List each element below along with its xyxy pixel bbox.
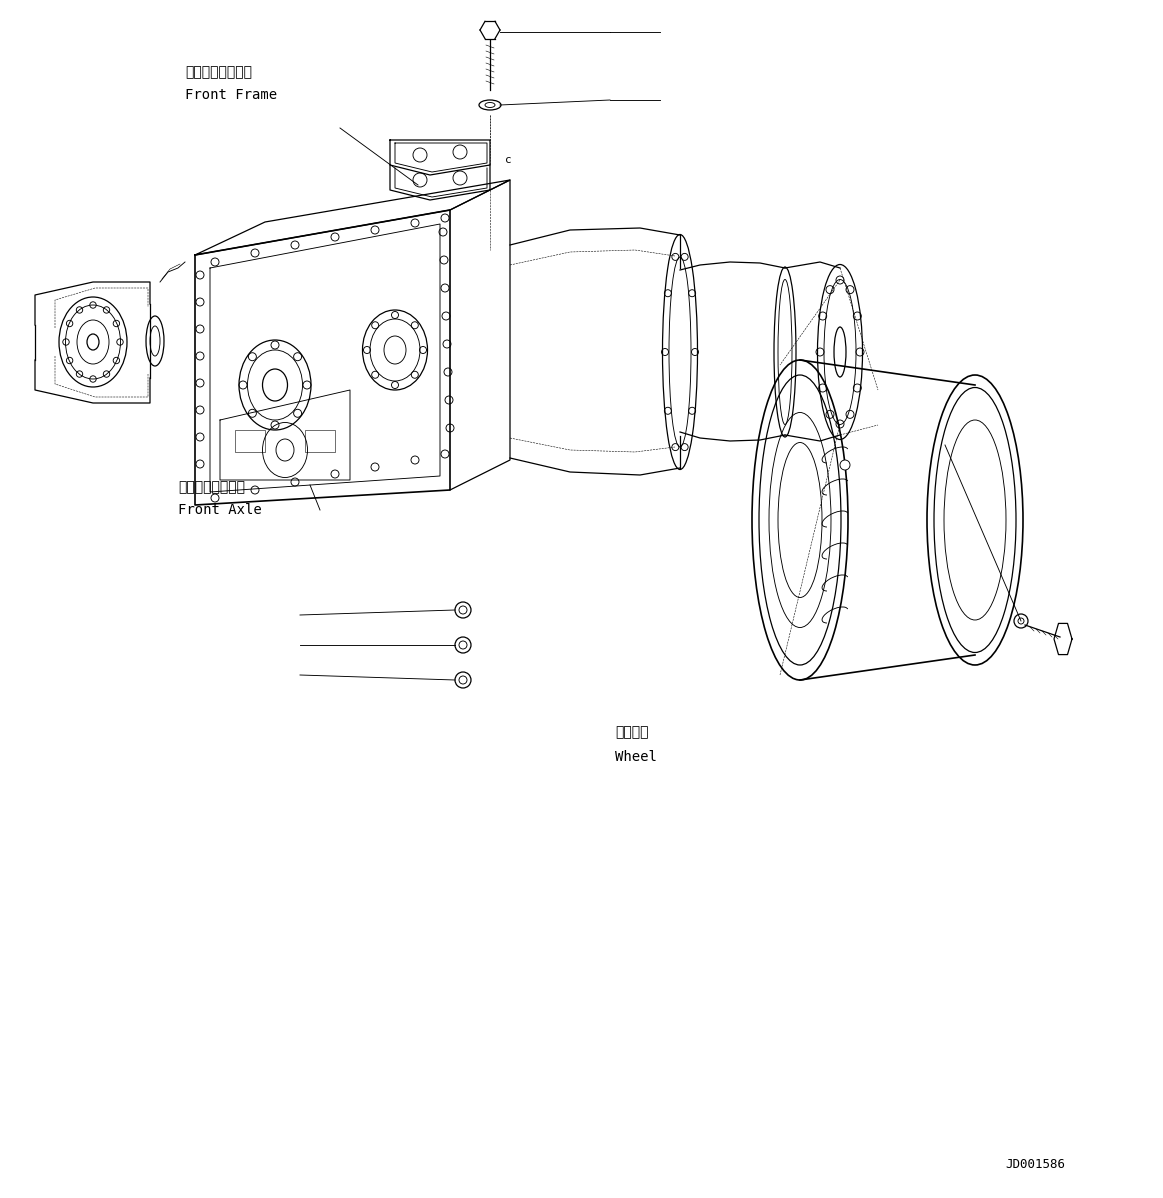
Text: Front Frame: Front Frame [185,87,277,102]
Circle shape [840,460,850,470]
Text: フロントフレーム: フロントフレーム [185,65,252,79]
Text: フロントアクスル: フロントアクスル [178,480,245,494]
Text: JD001586: JD001586 [1005,1158,1065,1170]
Bar [235,430,265,452]
Text: ホイール: ホイール [615,725,649,739]
Text: Wheel: Wheel [615,750,657,764]
Text: c: c [505,155,512,165]
Bar [305,430,335,452]
Text: Front Axle: Front Axle [178,503,262,518]
